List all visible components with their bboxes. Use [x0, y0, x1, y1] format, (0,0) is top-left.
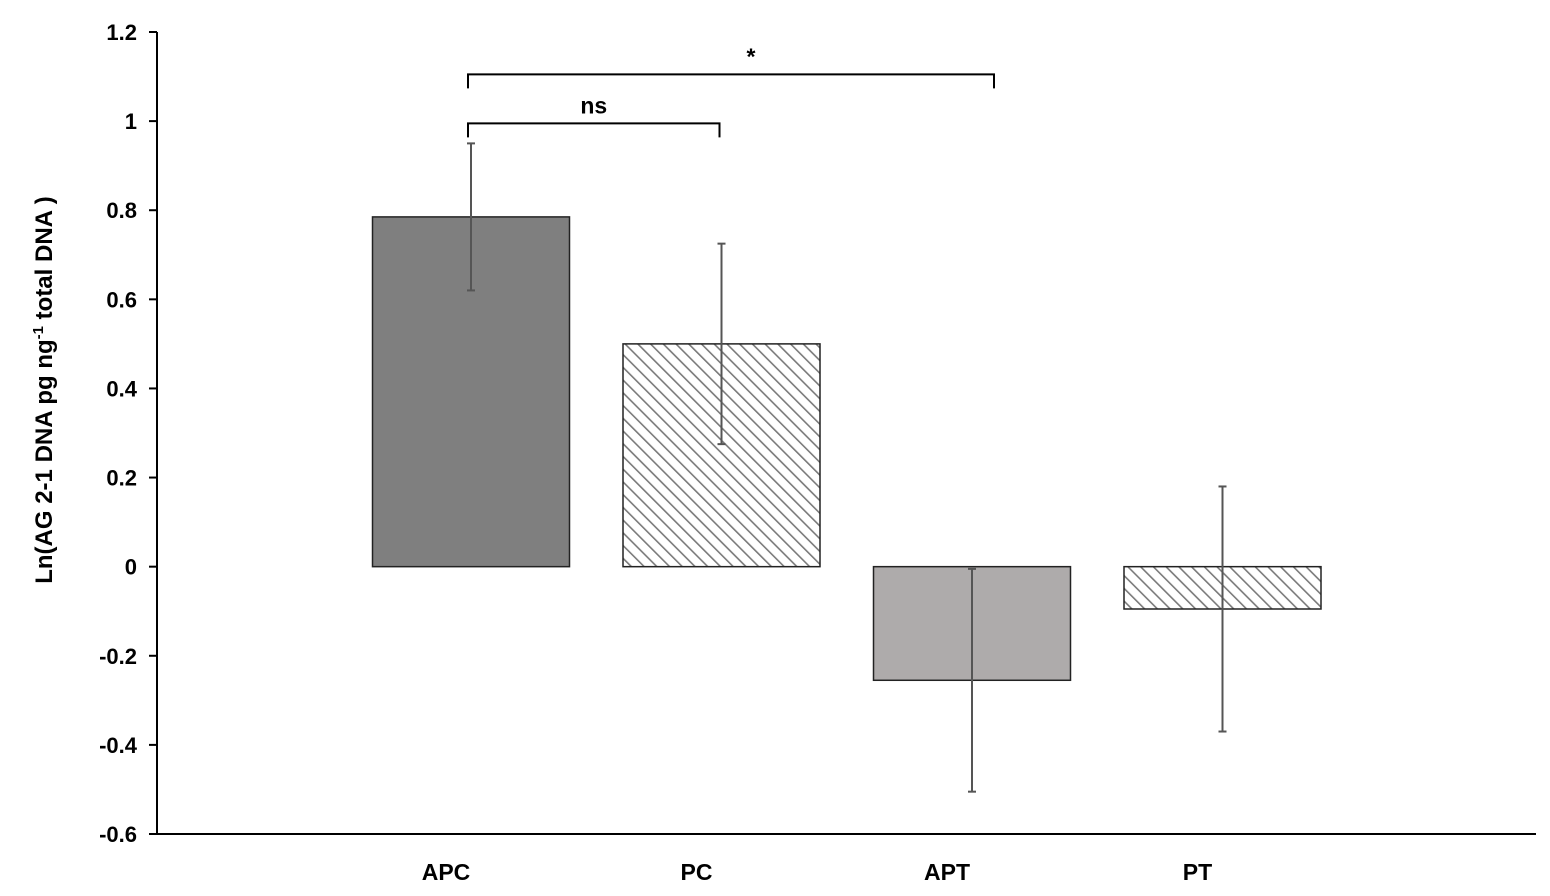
error-bar-pt [1218, 485, 1227, 733]
significance-label: ns [580, 92, 607, 118]
y-tick-label: 0 [125, 555, 137, 580]
error-bar-pc [717, 242, 726, 446]
y-tick-label: 0.4 [106, 376, 137, 401]
y-tick-label: -0.6 [99, 822, 137, 847]
y-axis-label-superscript: -1 [30, 326, 47, 339]
y-tick-label: 1.2 [106, 20, 137, 45]
error-bar-apt [968, 567, 976, 793]
x-category-label: APT [924, 859, 970, 885]
y-tick-label: -0.2 [99, 644, 137, 669]
y-tick-label: 0.8 [106, 198, 137, 223]
x-category-label: APC [422, 859, 471, 885]
y-tick-label: 0.6 [106, 287, 137, 312]
bars-layer [371, 216, 1322, 682]
error-bar-apc [467, 142, 475, 292]
x-category-label: PT [1183, 859, 1212, 885]
significance-bracket: * [467, 43, 995, 89]
y-tick-label: 1 [125, 109, 137, 134]
error-bars-layer [467, 142, 1227, 793]
y-axis-label: Ln(AG 2-1 DNA pg ng-1 total DNA ) [30, 196, 58, 584]
y-axis-ticks: -0.6 -0.4 -0.2 0 0.2 0.4 0.6 0.8 1 1.2 [99, 20, 157, 847]
significance-layer: * ns [467, 43, 995, 138]
y-tick-label: 0.2 [106, 466, 137, 491]
x-axis-categories: APC PC APT PT [422, 859, 1212, 885]
significance-label: * [747, 43, 756, 69]
y-tick-label: -0.4 [99, 733, 138, 758]
significance-bracket: ns [467, 92, 721, 138]
x-category-label: PC [681, 859, 713, 885]
